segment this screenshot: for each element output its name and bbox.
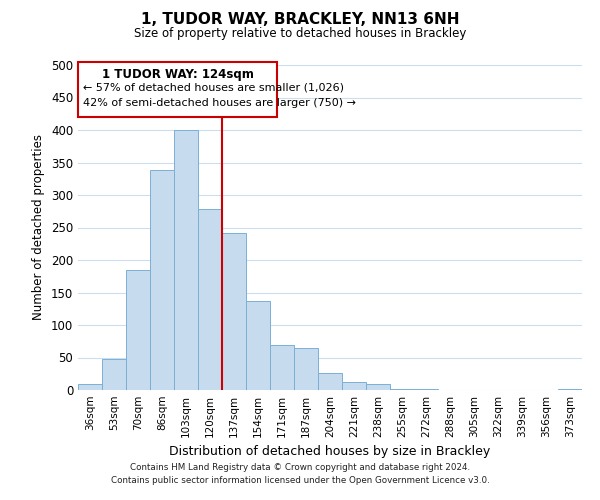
Text: Contains HM Land Registry data © Crown copyright and database right 2024.: Contains HM Land Registry data © Crown c…	[130, 464, 470, 472]
Bar	[558, 388, 582, 390]
FancyBboxPatch shape	[78, 62, 277, 117]
Bar	[102, 360, 126, 390]
Bar	[366, 384, 390, 390]
Bar	[294, 348, 318, 390]
Bar	[78, 384, 102, 390]
Text: ← 57% of detached houses are smaller (1,026): ← 57% of detached houses are smaller (1,…	[83, 82, 344, 92]
Bar	[246, 301, 270, 390]
Bar	[150, 170, 174, 390]
Bar	[390, 388, 414, 390]
Text: 42% of semi-detached houses are larger (750) →: 42% of semi-detached houses are larger (…	[83, 98, 356, 108]
X-axis label: Distribution of detached houses by size in Brackley: Distribution of detached houses by size …	[169, 446, 491, 458]
Text: 1 TUDOR WAY: 124sqm: 1 TUDOR WAY: 124sqm	[101, 68, 254, 81]
Bar	[342, 382, 366, 390]
Bar	[222, 232, 246, 390]
Bar	[174, 130, 198, 390]
Bar	[270, 344, 294, 390]
Text: Contains public sector information licensed under the Open Government Licence v3: Contains public sector information licen…	[110, 476, 490, 485]
Bar	[318, 373, 342, 390]
Bar	[126, 270, 150, 390]
Text: Size of property relative to detached houses in Brackley: Size of property relative to detached ho…	[134, 28, 466, 40]
Bar	[198, 210, 222, 390]
Text: 1, TUDOR WAY, BRACKLEY, NN13 6NH: 1, TUDOR WAY, BRACKLEY, NN13 6NH	[141, 12, 459, 28]
Y-axis label: Number of detached properties: Number of detached properties	[32, 134, 46, 320]
